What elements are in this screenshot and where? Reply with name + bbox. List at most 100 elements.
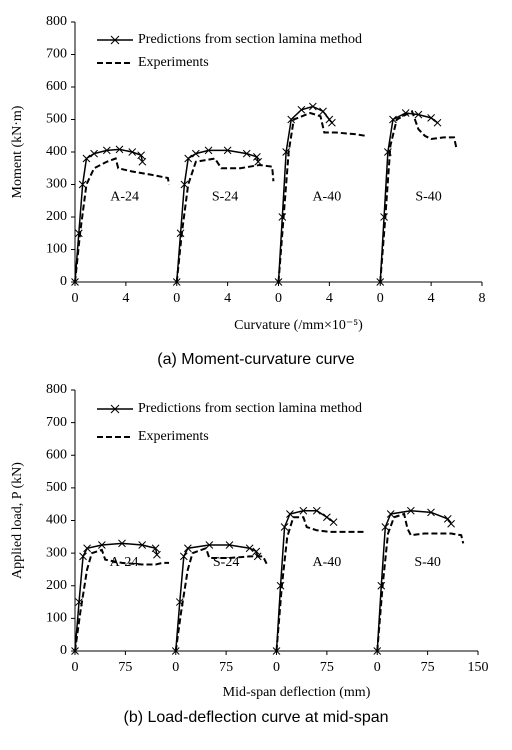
x-tick-label: 75 — [219, 660, 233, 675]
panel-label: S-24 — [213, 555, 239, 570]
y-tick-label: 600 — [46, 79, 67, 94]
x-tick-label: 0 — [72, 291, 79, 306]
y-tick-label: 0 — [60, 274, 67, 289]
y-tick-label: 700 — [46, 47, 67, 62]
point-marker — [176, 229, 185, 238]
series-line — [74, 509, 452, 652]
y-tick-label: 100 — [46, 611, 67, 626]
point-marker — [204, 146, 213, 155]
point-marker — [286, 510, 294, 518]
point-marker — [78, 180, 87, 189]
point-marker — [427, 114, 435, 122]
point-marker — [245, 544, 254, 553]
x-tick-label: 0 — [172, 660, 179, 675]
panel-label: A-40 — [312, 555, 341, 570]
series-line — [74, 512, 465, 652]
x-tick-label: 75 — [118, 660, 132, 675]
x-tick-label: 0 — [173, 291, 180, 306]
caption: (a) Moment-curvature curve — [157, 351, 354, 368]
point-marker — [79, 552, 87, 561]
point-marker — [433, 118, 442, 127]
legend-label: Experiments — [138, 429, 209, 444]
panel-label: S-40 — [414, 555, 440, 570]
x-tick-label: 4 — [326, 291, 333, 306]
x-tick-label: 0 — [377, 291, 384, 306]
point-marker — [443, 515, 452, 523]
x-axis-label: Curvature (/mm×10⁻⁵) — [234, 318, 363, 333]
point-marker — [128, 148, 137, 156]
point-marker — [297, 105, 306, 114]
point-marker — [386, 510, 395, 518]
point-marker — [151, 544, 160, 553]
point-marker — [153, 550, 161, 559]
point-marker — [242, 149, 251, 158]
y-tick-label: 300 — [46, 545, 67, 560]
point-marker — [74, 229, 83, 238]
point-marker — [138, 541, 147, 549]
y-tick-label: 200 — [46, 209, 67, 224]
point-marker — [389, 115, 397, 124]
x-tick-label: 150 — [468, 660, 489, 675]
point-marker — [184, 154, 193, 163]
x-tick-label: 4 — [224, 291, 231, 306]
point-marker — [447, 519, 455, 528]
point-marker — [381, 523, 390, 531]
y-tick-label: 700 — [46, 415, 67, 430]
y-axis-label: Applied load, P (kN) — [10, 462, 25, 579]
panel-label: A-40 — [312, 190, 341, 205]
point-marker — [323, 513, 331, 522]
point-marker — [328, 118, 336, 127]
point-marker — [102, 146, 111, 155]
point-marker — [319, 107, 327, 116]
point-marker — [312, 506, 321, 515]
point-marker — [82, 154, 91, 163]
point-marker — [115, 145, 124, 154]
series-line — [74, 105, 438, 283]
point-marker — [225, 541, 234, 549]
y-axis-label: Moment (kN·m) — [10, 105, 25, 198]
point-marker — [287, 115, 296, 124]
y-tick-label: 300 — [46, 177, 67, 192]
legend-label: Predictions from section lamina method — [138, 32, 362, 47]
point-marker — [414, 110, 423, 119]
y-tick-label: 200 — [46, 578, 67, 593]
y-tick-label: 400 — [46, 144, 67, 159]
point-marker — [83, 544, 91, 553]
x-tick-label: 4 — [428, 291, 435, 306]
point-marker — [137, 151, 145, 160]
panel-label: A-24 — [110, 190, 139, 205]
legend-label: Predictions from section lamina method — [138, 401, 362, 416]
point-marker — [308, 102, 317, 111]
point-marker — [280, 523, 289, 531]
x-tick-label: 0 — [275, 291, 282, 306]
y-tick-label: 500 — [46, 480, 67, 495]
x-tick-label: 0 — [72, 660, 79, 675]
x-tick-label: 4 — [122, 291, 129, 306]
y-tick-label: 800 — [46, 382, 67, 397]
caption: (b) Load-deflection curve at mid-span — [123, 709, 388, 726]
y-tick-label: 600 — [46, 447, 67, 462]
panel-label: S-24 — [212, 190, 238, 205]
point-marker — [179, 552, 188, 561]
point-marker — [191, 149, 200, 158]
legend-marker — [110, 404, 120, 414]
x-tick-label: 75 — [320, 660, 334, 675]
y-tick-label: 500 — [46, 112, 67, 127]
legend-marker — [110, 35, 120, 45]
point-marker — [98, 541, 106, 549]
x-tick-label: 75 — [421, 660, 435, 675]
x-tick-label: 0 — [374, 660, 381, 675]
point-marker — [252, 547, 261, 556]
point-marker — [223, 146, 232, 155]
panel-label: S-40 — [415, 190, 441, 205]
point-marker — [427, 508, 435, 517]
point-marker — [329, 518, 338, 526]
point-marker — [183, 544, 192, 553]
y-tick-label: 100 — [46, 242, 67, 257]
point-marker — [118, 539, 126, 548]
x-axis-label: Mid-span deflection (mm) — [223, 685, 371, 700]
x-tick-label: 0 — [273, 660, 280, 675]
y-tick-label: 400 — [46, 513, 67, 528]
point-marker — [90, 149, 98, 158]
